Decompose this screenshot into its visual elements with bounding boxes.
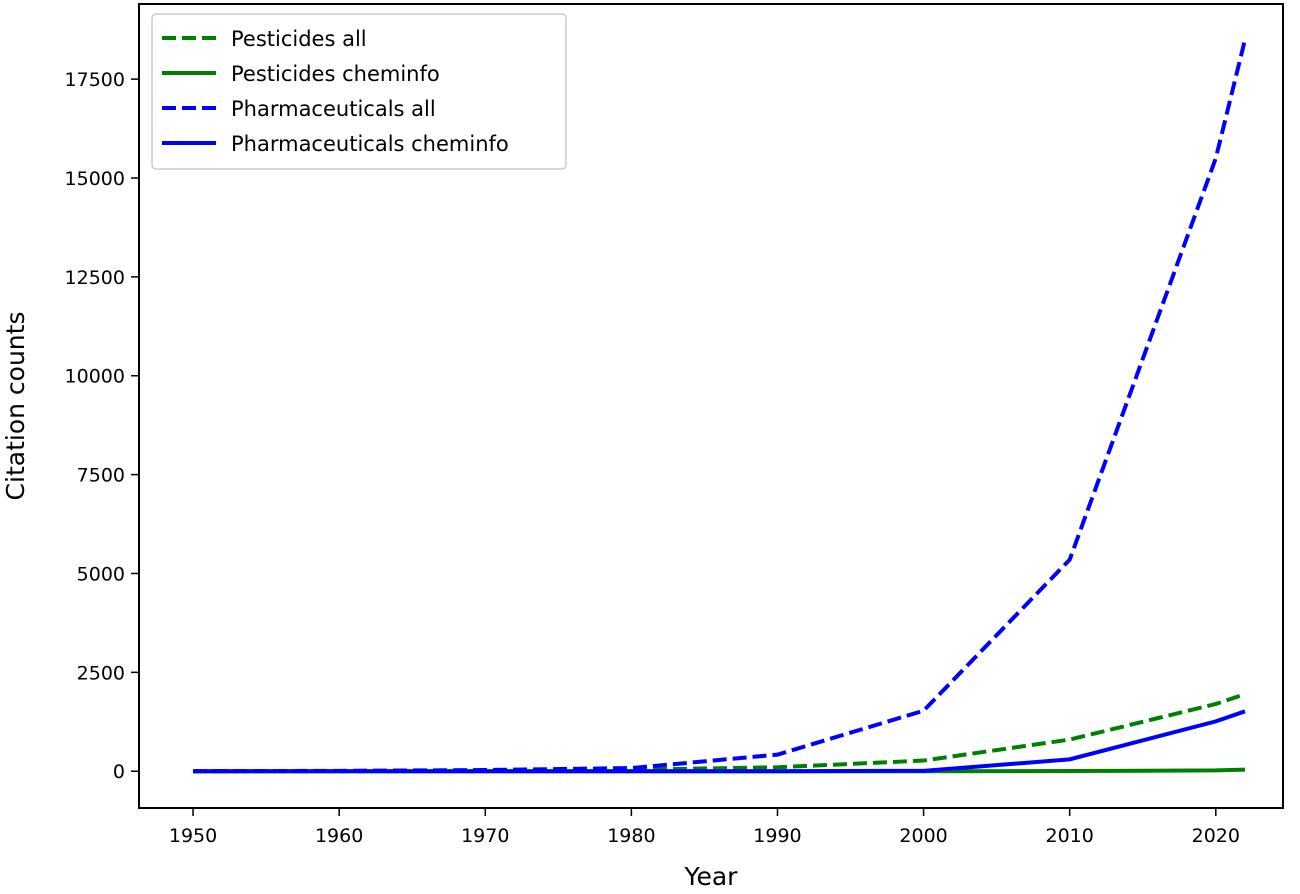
plot-frame bbox=[138, 3, 1284, 809]
y-tick-label: 10000 bbox=[65, 366, 125, 388]
legend: Pesticides all Pesticides cheminfo Pharmac… bbox=[151, 13, 567, 170]
x-tick-label: 2020 bbox=[1192, 825, 1240, 847]
series-pharmaceuticals-all-line bbox=[193, 39, 1247, 774]
y-axis: 0 2500 5000 7500 10000 12500 15000 17500 bbox=[65, 69, 139, 783]
y-tick-label: 5000 bbox=[77, 563, 125, 585]
y-tick-label: 7500 bbox=[77, 465, 125, 487]
legend-label: Pharmaceuticals cheminfo bbox=[231, 132, 509, 156]
series-layer bbox=[193, 39, 1247, 774]
y-tick-label: 2500 bbox=[77, 662, 125, 684]
legend-box bbox=[151, 13, 567, 170]
y-tick-label: 0 bbox=[113, 761, 125, 783]
x-axis: 1950 1960 1970 1980 1990 2000 2010 2020 bbox=[169, 808, 1240, 847]
x-tick-label: 2000 bbox=[899, 825, 947, 847]
x-tick-label: 2010 bbox=[1046, 825, 1094, 847]
y-tick-label: 15000 bbox=[65, 168, 125, 190]
x-tick-label: 1980 bbox=[607, 825, 655, 847]
y-axis-label: Citation counts bbox=[1, 312, 30, 501]
legend-label: Pesticides cheminfo bbox=[231, 62, 440, 86]
x-axis-label: Year bbox=[684, 862, 739, 890]
legend-label: Pesticides all bbox=[231, 27, 367, 51]
x-tick-label: 1950 bbox=[169, 825, 217, 847]
x-tick-label: 1970 bbox=[461, 825, 509, 847]
series-pesticides-all-line bbox=[193, 692, 1246, 774]
legend-label: Pharmaceuticals all bbox=[231, 97, 436, 121]
x-tick-label: 1960 bbox=[315, 825, 363, 847]
x-tick-label: 1990 bbox=[753, 825, 801, 847]
y-tick-label: 12500 bbox=[65, 267, 125, 289]
series-pharmaceuticals-cheminfo-line bbox=[193, 709, 1246, 774]
y-tick-label: 17500 bbox=[65, 69, 125, 91]
